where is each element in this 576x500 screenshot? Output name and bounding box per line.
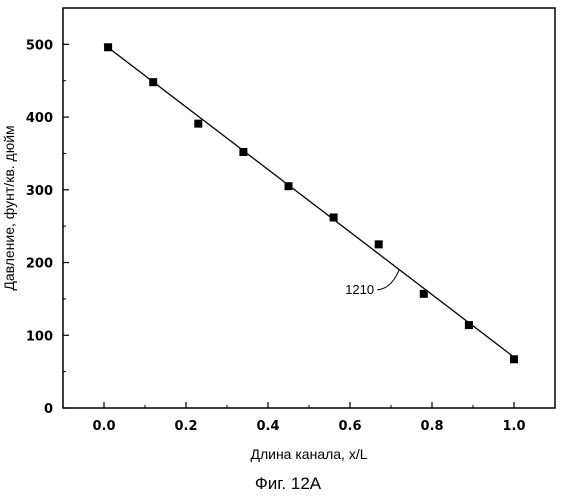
axis-tick-labels: 0.0 0.2 0.4 0.6 0.8 1.0 0 100 200 300 400 500 — [26, 38, 526, 434]
y-tick-label: 200 — [26, 257, 53, 272]
data-point — [374, 240, 383, 249]
data-point — [329, 213, 338, 222]
data-point — [149, 78, 158, 87]
data-point — [464, 321, 473, 330]
y-tick-label: 400 — [26, 111, 53, 126]
data-point — [284, 182, 293, 191]
axis-ticks — [63, 43, 515, 409]
y-tick-label: 300 — [26, 184, 53, 199]
x-tick-label: 0.0 — [92, 419, 115, 434]
data-point — [194, 119, 203, 128]
x-tick-label: 0.6 — [338, 419, 361, 434]
x-axis-title: Длина канала, x/L — [250, 446, 367, 462]
data-point — [239, 148, 248, 156]
data-point — [104, 43, 113, 52]
x-tick-label: 1.0 — [502, 419, 525, 434]
data-point — [419, 289, 428, 298]
x-tick-label: 0.2 — [174, 419, 197, 434]
y-tick-label: 500 — [26, 38, 53, 53]
figure-caption: Фиг. 12А — [254, 474, 322, 493]
y-axis-title: Давление, фунт/кв. дюйм — [1, 125, 17, 290]
annotation-label: 1210 — [345, 282, 374, 297]
x-tick-label: 0.8 — [420, 419, 443, 434]
data-points — [104, 43, 518, 364]
data-point — [510, 355, 518, 364]
annotation-leader — [377, 269, 400, 291]
y-tick-label: 100 — [26, 329, 53, 344]
plot-frame — [62, 7, 556, 409]
x-tick-label: 0.4 — [256, 419, 279, 434]
y-tick-label: 0 — [44, 402, 53, 417]
fit-line-1210 — [103, 43, 515, 358]
